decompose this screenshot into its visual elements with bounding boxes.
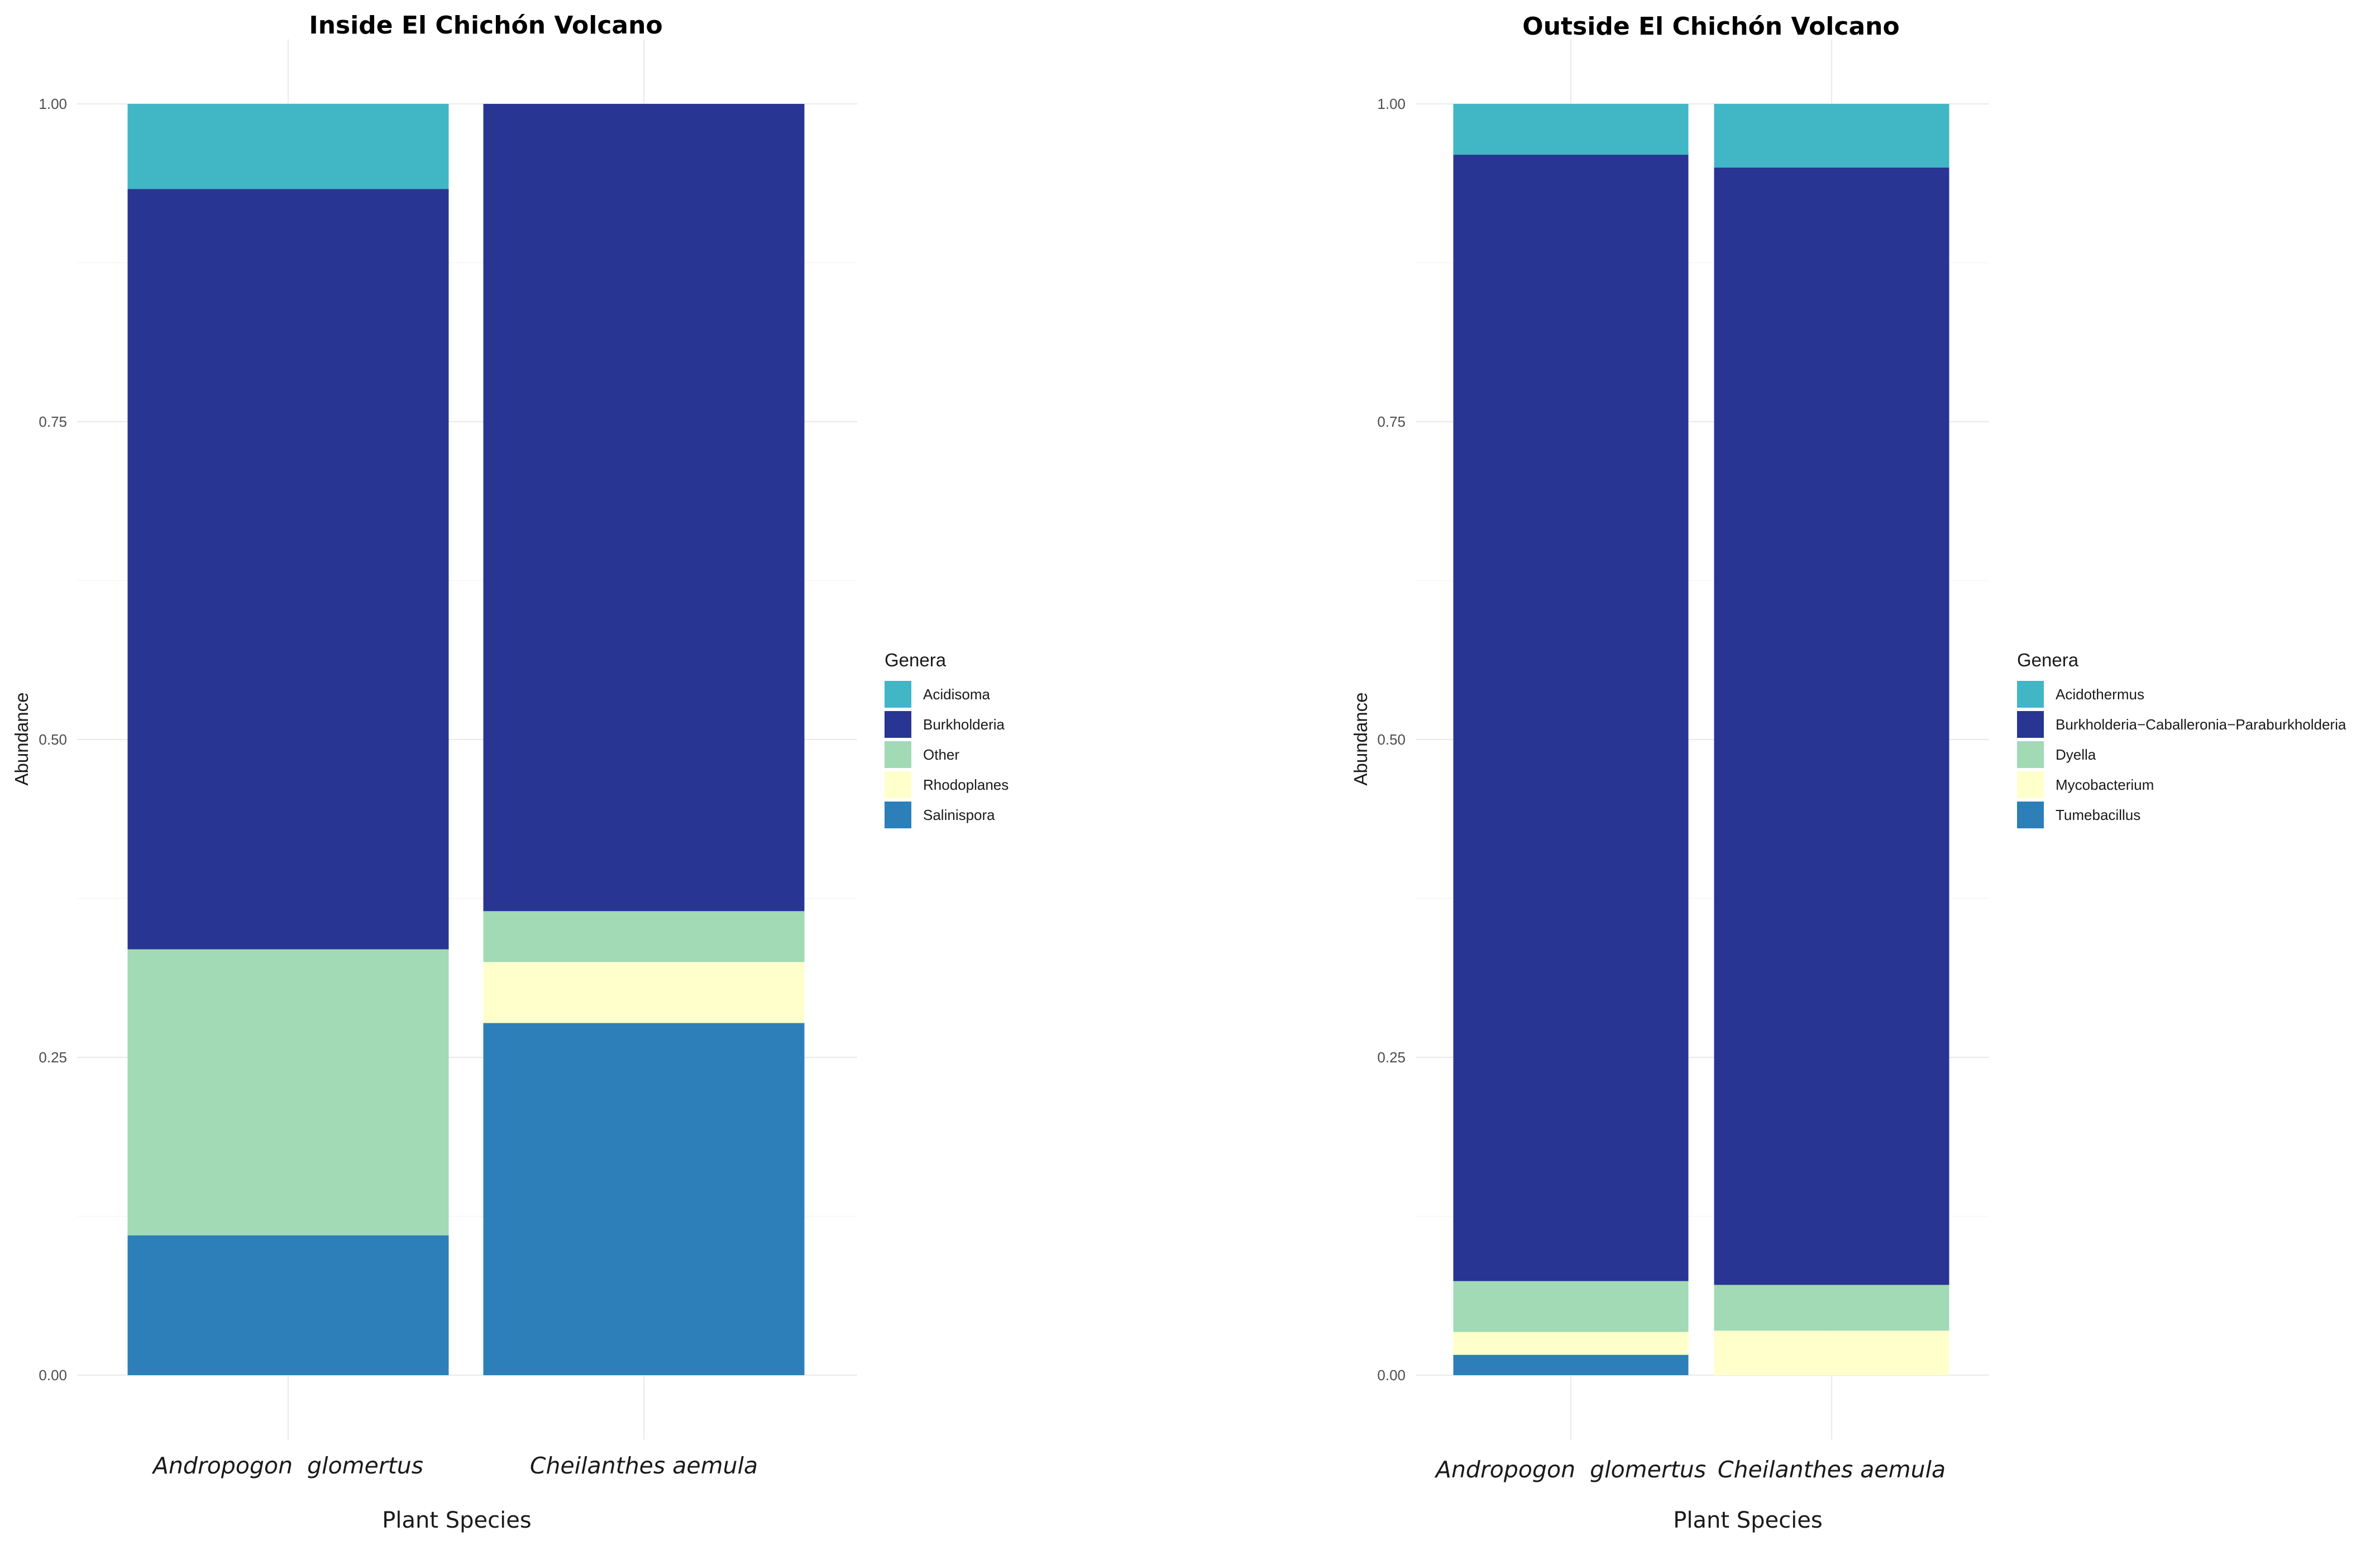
bar-segment-acidisoma — [127, 104, 449, 189]
legend-label: Other — [923, 746, 959, 763]
legend-label: Acidisoma — [923, 686, 990, 703]
y-tick-labels: 0.00 0.25 0.50 0.75 1.00 — [1377, 96, 1406, 1384]
y-axis-title: Abundance — [1350, 693, 1371, 786]
legend-label: Mycobacterium — [2056, 776, 2154, 793]
bar-segment-tumebacillus — [1453, 1355, 1689, 1375]
legend-items: Acidothermus Burkholderia−Caballeronia−Pa… — [2017, 681, 2346, 828]
legend-key — [2017, 741, 2044, 768]
legend-label: Dyella — [2056, 746, 2096, 763]
legend-items: Acidisoma Burkholderia Other Rhodoplanes Sal… — [885, 681, 1009, 828]
legend-key — [885, 802, 911, 828]
bar-segment-burkholderia — [483, 104, 805, 912]
legend-label: Salinispora — [923, 807, 995, 823]
bar-segment-dyella — [1714, 1285, 1949, 1331]
y-tick-label: 0.75 — [39, 413, 67, 430]
x-tick-labels: Andropogon glomertus Cheilanthes aemula — [1434, 1456, 1946, 1483]
bar-segment-mycobacterium — [1714, 1330, 1949, 1375]
chart-panel-outside: 0.00 0.25 0.50 0.75 1.00 Andropogon glomertu… — [1350, 12, 2346, 1533]
legend-label: Burkholderia — [923, 716, 1005, 733]
legend-key — [2017, 711, 2044, 738]
chart-title: Outside El Chichón Volcano — [1522, 12, 1899, 41]
bars — [127, 104, 805, 1375]
bar-segment-other — [483, 911, 805, 962]
bars — [1453, 104, 1949, 1375]
y-tick-label: 1.00 — [39, 96, 67, 112]
x-tick-label: Cheilanthes aemula — [1718, 1456, 1946, 1483]
chart-title: Inside El Chichón Volcano — [309, 11, 662, 40]
legend-key — [885, 711, 911, 738]
bar-segment-burkholderia-caballeronia-paraburkholderia — [1714, 167, 1949, 1285]
bar-segment-salinispora — [483, 1023, 805, 1375]
bar-segment-salinispora — [127, 1235, 449, 1375]
legend-label: Acidothermus — [2056, 686, 2144, 703]
y-tick-label: 0.00 — [1377, 1367, 1406, 1384]
x-tick-label: Andropogon glomertus — [1434, 1456, 1706, 1483]
y-tick-label: 1.00 — [1377, 96, 1406, 112]
y-tick-labels: 0.00 0.25 0.50 0.75 1.00 — [39, 96, 67, 1384]
bar-segment-dyella — [1453, 1281, 1689, 1332]
y-tick-label: 0.25 — [1377, 1049, 1406, 1066]
y-tick-label: 0.50 — [1377, 731, 1406, 748]
bar-segment-other — [127, 949, 449, 1236]
legend-label: Tumebacillus — [2056, 807, 2140, 823]
bar-segment-acidothermus — [1453, 104, 1689, 155]
bar-segment-rhodoplanes — [483, 962, 805, 1023]
bar-segment-mycobacterium — [1453, 1332, 1689, 1355]
x-tick-label: Cheilanthes aemula — [530, 1452, 758, 1479]
legend-key — [885, 681, 911, 708]
x-tick-label: Andropogon glomertus — [151, 1452, 423, 1479]
y-tick-label: 0.50 — [39, 731, 67, 748]
bar-segment-burkholderia-caballeronia-paraburkholderia — [1453, 155, 1689, 1281]
legend-label: Burkholderia−Caballeronia−Paraburkholder… — [2056, 716, 2346, 733]
y-tick-label: 0.00 — [39, 1367, 67, 1384]
y-tick-label: 0.25 — [39, 1049, 67, 1066]
x-axis-title: Plant Species — [382, 1508, 531, 1533]
x-axis-title: Plant Species — [1673, 1508, 1822, 1533]
legend-key — [2017, 771, 2044, 798]
legend-title: Genera — [2017, 650, 2079, 670]
bar-segment-burkholderia — [127, 189, 449, 950]
bar-segment-acidothermus — [1714, 104, 1949, 168]
legend: Genera Acidothermus Burkholderia−Caballer… — [2017, 650, 2346, 828]
legend-label: Rhodoplanes — [923, 776, 1009, 793]
legend-title: Genera — [885, 650, 947, 670]
y-tick-label: 0.75 — [1377, 413, 1406, 430]
legend-key — [885, 771, 911, 798]
y-axis-title: Abundance — [11, 693, 32, 786]
legend-key — [2017, 681, 2044, 708]
legend: Genera Acidisoma Burkholderia Other Rhodopl… — [885, 650, 1009, 828]
x-tick-labels: Andropogon glomertus Cheilanthes aemula — [151, 1452, 758, 1479]
chart-panel-inside: 0.00 0.25 0.50 0.75 1.00 Andropogon glomertu… — [11, 11, 1009, 1533]
legend-key — [2017, 802, 2044, 828]
legend-key — [885, 741, 911, 768]
